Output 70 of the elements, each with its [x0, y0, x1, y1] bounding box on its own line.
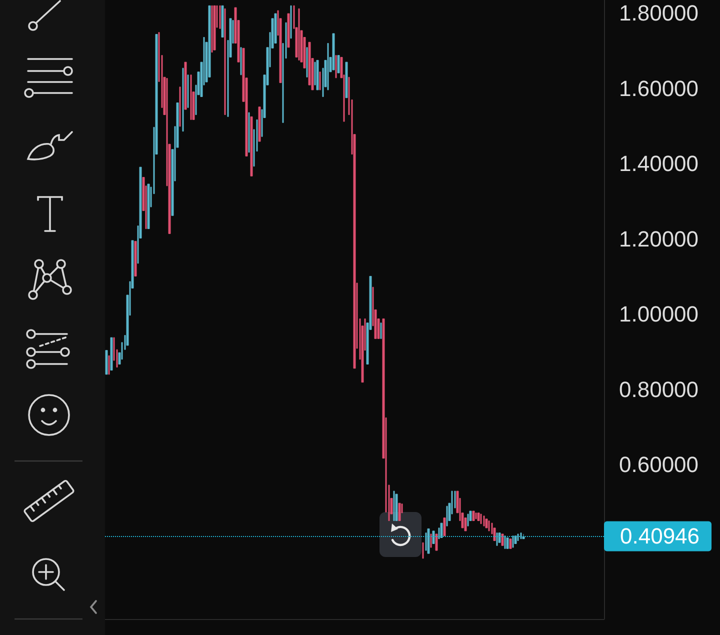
y-tick-label: 1.80000	[619, 0, 699, 26]
candlestick	[498, 532, 501, 543]
ref-line-label: 0.40946	[620, 524, 700, 549]
candlestick	[105, 350, 108, 375]
candlestick	[517, 534, 519, 541]
y-tick-label: 1.20000	[619, 226, 699, 252]
candlestick	[467, 514, 469, 526]
candlestick	[248, 112, 250, 153]
candlestick	[345, 62, 348, 98]
candlestick	[187, 74, 189, 108]
candlestick	[306, 47, 308, 78]
candlestick	[290, 5, 292, 39]
y-tick-label: 1.00000	[619, 302, 699, 327]
candlestick	[483, 516, 485, 526]
candlestick	[332, 33, 335, 70]
candlestick	[477, 512, 480, 522]
candlestick	[432, 530, 435, 544]
candlestick	[509, 538, 512, 549]
candlestick	[496, 532, 498, 546]
candlestick	[211, 5, 213, 53]
candlestick	[319, 72, 321, 90]
candlestick	[147, 184, 150, 230]
candlestick	[240, 47, 242, 76]
candlestick	[514, 536, 517, 544]
candlestick	[446, 506, 448, 526]
candlestick	[337, 55, 340, 74]
candlestick	[425, 532, 427, 551]
candlestick	[184, 62, 187, 110]
candlestick	[422, 542, 424, 559]
candlestick	[435, 534, 438, 551]
candlestick	[440, 522, 443, 538]
candlestick	[213, 5, 216, 50]
candlestick	[393, 490, 395, 522]
candlestick	[179, 86, 181, 127]
candlestick	[506, 537, 509, 549]
candlestick	[287, 13, 290, 48]
candlestick	[395, 494, 398, 522]
candlestick	[221, 5, 224, 38]
candlestick	[327, 43, 329, 90]
candlestick	[335, 55, 337, 78]
candlestick	[298, 8, 300, 60]
candlestick	[190, 74, 192, 120]
candlestick	[488, 520, 490, 532]
y-tick-label: 0.80000	[619, 376, 699, 402]
candlestick	[520, 532, 522, 540]
candlestick	[182, 68, 184, 132]
candlestick	[398, 502, 401, 522]
candlestick	[219, 5, 221, 29]
candlestick	[134, 240, 137, 276]
candlestick	[504, 536, 506, 549]
candlestick	[443, 518, 446, 536]
candlestick	[316, 60, 319, 90]
y-tick-label: 1.60000	[619, 76, 699, 101]
candlestick	[110, 337, 113, 371]
candlestick	[224, 8, 226, 116]
candlestick	[472, 510, 475, 522]
candlestick	[522, 534, 525, 540]
candlestick	[427, 528, 430, 554]
candlestick	[380, 322, 382, 339]
candlestick	[485, 518, 488, 528]
candlestick	[258, 106, 261, 142]
y-tick-label: 0.60000	[619, 452, 699, 478]
candlestick	[501, 534, 504, 546]
y-tick-label: 1.40000	[619, 151, 699, 176]
candlestick	[480, 514, 482, 524]
candlestick	[512, 536, 514, 548]
candlestick	[475, 512, 477, 520]
candlestick	[430, 534, 432, 548]
candlestick	[108, 355, 110, 375]
candlestick	[250, 116, 253, 176]
